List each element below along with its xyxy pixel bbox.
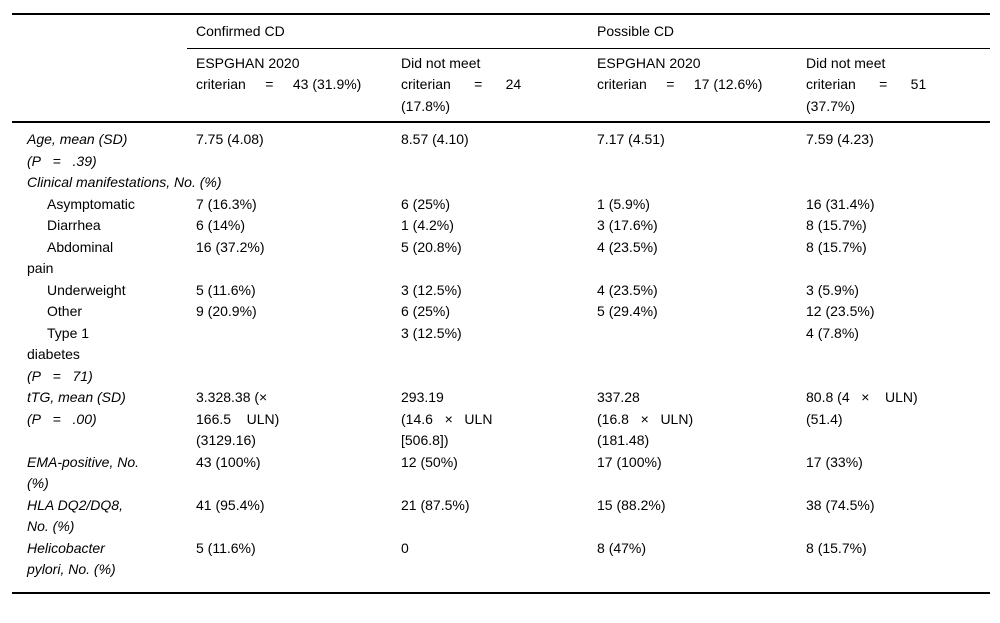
data-cell: 0 bbox=[401, 539, 409, 556]
data-cell: 6 (25%) bbox=[401, 195, 451, 212]
cd-criteria-table: Confirmed CD Possible CD ESPGHAN 2020 cr… bbox=[12, 13, 991, 594]
row-label: Abdominal pain bbox=[27, 238, 114, 277]
row-label: HLA DQ2/DQ8, No. (%) bbox=[27, 496, 123, 535]
data-cell: 3.328.38 (× 166.5 ULN) (3129.16) bbox=[196, 389, 280, 448]
table-row-other: Other 9 (20.9%) 6 (25%) 5 (29.4%) 12 (23… bbox=[12, 301, 990, 323]
table-row-hla: HLA DQ2/DQ8, No. (%) 41 (95.4%) 21 (87.5… bbox=[12, 495, 990, 538]
stub-cell bbox=[12, 14, 187, 48]
row-label: Age, mean (SD) (P = .39) bbox=[27, 131, 128, 169]
data-cell bbox=[187, 323, 392, 388]
column-header-espghan-possible: ESPGHAN 2020 criterian = 17 (12.6%) bbox=[588, 48, 798, 123]
data-cell: 1 (4.2%) bbox=[401, 217, 454, 233]
data-cell: 3 (17.6%) bbox=[597, 217, 658, 233]
group-header-possible-cd: Possible CD bbox=[588, 14, 991, 49]
data-cell bbox=[588, 323, 797, 388]
table-row-asymptomatic: Asymptomatic 7 (16.3%) 6 (25%) 1 (5.9%) … bbox=[12, 194, 990, 216]
table-row-abdominal-pain: Abdominal pain 16 (37.2%) 5 (20.8%) 4 (2… bbox=[12, 237, 990, 280]
data-cell: 6 (25%) bbox=[401, 303, 451, 319]
row-label: Type 1 diabetes (P = 71) bbox=[12, 323, 187, 388]
data-cell: 5 (11.6%) bbox=[196, 281, 256, 298]
data-cell: 38 (74.5%) bbox=[806, 496, 875, 513]
data-cell: 16 (37.2%) bbox=[196, 238, 265, 255]
data-cell: 8.57 (4.10) bbox=[401, 131, 469, 147]
row-label-pvalue: (P = 71) bbox=[27, 367, 93, 384]
data-cell: 4 (23.5%) bbox=[597, 281, 658, 298]
section-label: Clinical manifestations, No. (%) bbox=[27, 174, 222, 190]
data-cell: 8 (15.7%) bbox=[806, 238, 867, 255]
table-row-ttg: tTG, mean (SD) (P = .00) 3.328.38 (× 166… bbox=[12, 387, 990, 452]
column-header-notmeet-confirmed: Did not meet criterian = 24 (17.8%) bbox=[392, 48, 589, 123]
data-cell: 5 (20.8%) bbox=[401, 238, 462, 255]
data-cell: 12 (23.5%) bbox=[806, 303, 875, 319]
data-cell: 8 (15.7%) bbox=[806, 539, 867, 556]
table-row-underweight: Underweight 5 (11.6%) 3 (12.5%) 4 (23.5%… bbox=[12, 280, 990, 302]
data-cell: 1 (5.9%) bbox=[597, 195, 650, 212]
data-cell: 7.59 (4.23) bbox=[806, 131, 874, 147]
data-cell: 3 (5.9%) bbox=[806, 281, 859, 298]
row-label: Diarrhea bbox=[47, 217, 101, 233]
data-cell: 7.17 (4.51) bbox=[597, 131, 665, 147]
data-cell: 8 (15.7%) bbox=[806, 217, 867, 233]
row-label: Asymptomatic bbox=[47, 195, 135, 212]
data-cell: 4 (7.8%) bbox=[806, 324, 859, 341]
data-cell: 21 (87.5%) bbox=[401, 496, 470, 513]
table-row-type1-diabetes: Type 1 diabetes (P = 71) 3 (12.5%) 4 (7.… bbox=[12, 323, 990, 388]
data-cell: 80.8 (4 × ULN) (51.4) bbox=[806, 389, 918, 427]
data-cell: 17 (33%) bbox=[806, 453, 863, 470]
data-cell: 7 (16.3%) bbox=[196, 195, 257, 212]
data-cell: 43 (100%) bbox=[196, 453, 261, 470]
data-cell: 17 (100%) bbox=[597, 453, 662, 470]
row-label-text: Type 1 diabetes bbox=[27, 324, 90, 363]
stub-cell bbox=[12, 48, 187, 123]
row-label: Underweight bbox=[47, 281, 126, 298]
data-cell: 41 (95.4%) bbox=[196, 496, 265, 513]
data-cell: 337.28 (16.8 × ULN) (181.48) bbox=[597, 389, 694, 448]
data-cell: 5 (11.6%) bbox=[196, 539, 256, 556]
data-cell: 3 (12.5%) bbox=[401, 324, 462, 341]
row-label: EMA-positive, No. (%) bbox=[27, 453, 140, 492]
table-row-helicobacter: Helicobacter pylori, No. (%) 5 (11.6%) 0… bbox=[12, 538, 990, 593]
data-cell: 16 (31.4%) bbox=[806, 195, 875, 212]
table-row-age: Age, mean (SD) (P = .39) 7.75 (4.08) 8.5… bbox=[12, 122, 990, 172]
data-cell: 4 (23.5%) bbox=[597, 238, 658, 255]
column-header-espghan-confirmed: ESPGHAN 2020 criterian = 43 (31.9%) bbox=[187, 48, 392, 123]
data-cell: 15 (88.2%) bbox=[597, 496, 666, 513]
group-header-row: Confirmed CD Possible CD bbox=[12, 14, 991, 49]
data-cell: 8 (47%) bbox=[597, 539, 647, 556]
row-label: Other bbox=[47, 303, 83, 319]
data-cell: 7.75 (4.08) bbox=[196, 131, 264, 147]
column-header-notmeet-possible: Did not meet criterian = 51 (37.7%) bbox=[797, 48, 991, 123]
row-label: Helicobacter pylori, No. (%) bbox=[27, 539, 116, 578]
data-cell: 5 (29.4%) bbox=[597, 303, 658, 319]
data-cell: 6 (14%) bbox=[196, 217, 246, 233]
data-cell: 9 (20.9%) bbox=[196, 303, 257, 319]
table-row-ema-positive: EMA-positive, No. (%) 43 (100%) 12 (50%)… bbox=[12, 452, 990, 495]
row-label: tTG, mean (SD) (P = .00) bbox=[27, 389, 126, 427]
group-header-confirmed-cd: Confirmed CD bbox=[187, 14, 589, 49]
table-row-clinical-manifestations: Clinical manifestations, No. (%) bbox=[12, 172, 990, 194]
data-cell: 12 (50%) bbox=[401, 453, 458, 470]
column-header-row: ESPGHAN 2020 criterian = 43 (31.9%) Did … bbox=[12, 48, 991, 123]
data-cell: 3 (12.5%) bbox=[401, 281, 462, 298]
data-cell: 293.19 (14.6 × ULN [506.8]) bbox=[401, 389, 493, 448]
table-row-diarrhea: Diarrhea 6 (14%) 1 (4.2%) 3 (17.6%) 8 (1… bbox=[12, 215, 990, 237]
